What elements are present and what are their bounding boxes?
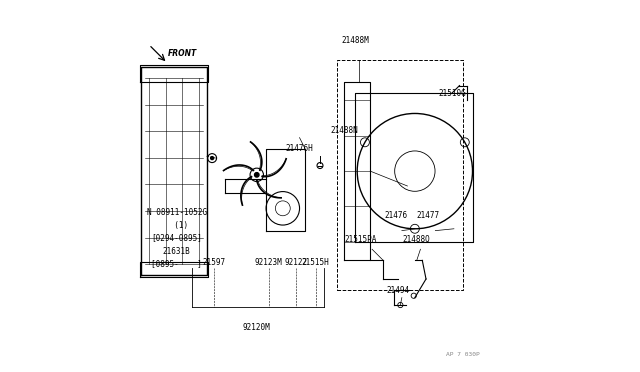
Text: 92122: 92122 [284, 258, 307, 267]
Text: [0895-    ]: [0895- ] [151, 260, 202, 269]
Text: 21488Q: 21488Q [403, 235, 431, 244]
Text: 92123M: 92123M [254, 258, 282, 267]
Text: [0294-0895]: [0294-0895] [151, 234, 202, 243]
Text: 21515PA: 21515PA [345, 235, 377, 244]
Text: 21477: 21477 [416, 211, 440, 220]
Text: 21510G: 21510G [438, 89, 466, 97]
Text: (1): (1) [165, 221, 188, 230]
Text: AP 7 030P: AP 7 030P [446, 352, 480, 357]
Text: 21488N: 21488N [330, 126, 358, 135]
Circle shape [211, 157, 214, 160]
Text: 21631B: 21631B [163, 247, 191, 256]
Circle shape [255, 173, 259, 177]
Text: 21515H: 21515H [301, 258, 329, 267]
Text: 21597: 21597 [202, 258, 225, 267]
Text: 21488M: 21488M [342, 36, 369, 45]
Text: FRONT: FRONT [168, 49, 196, 58]
Text: 21476H: 21476H [285, 144, 314, 153]
Text: 21494: 21494 [387, 286, 410, 295]
Text: 92120M: 92120M [243, 323, 271, 332]
Text: N 08911-1052G: N 08911-1052G [147, 208, 207, 217]
Text: 21476: 21476 [385, 211, 408, 220]
